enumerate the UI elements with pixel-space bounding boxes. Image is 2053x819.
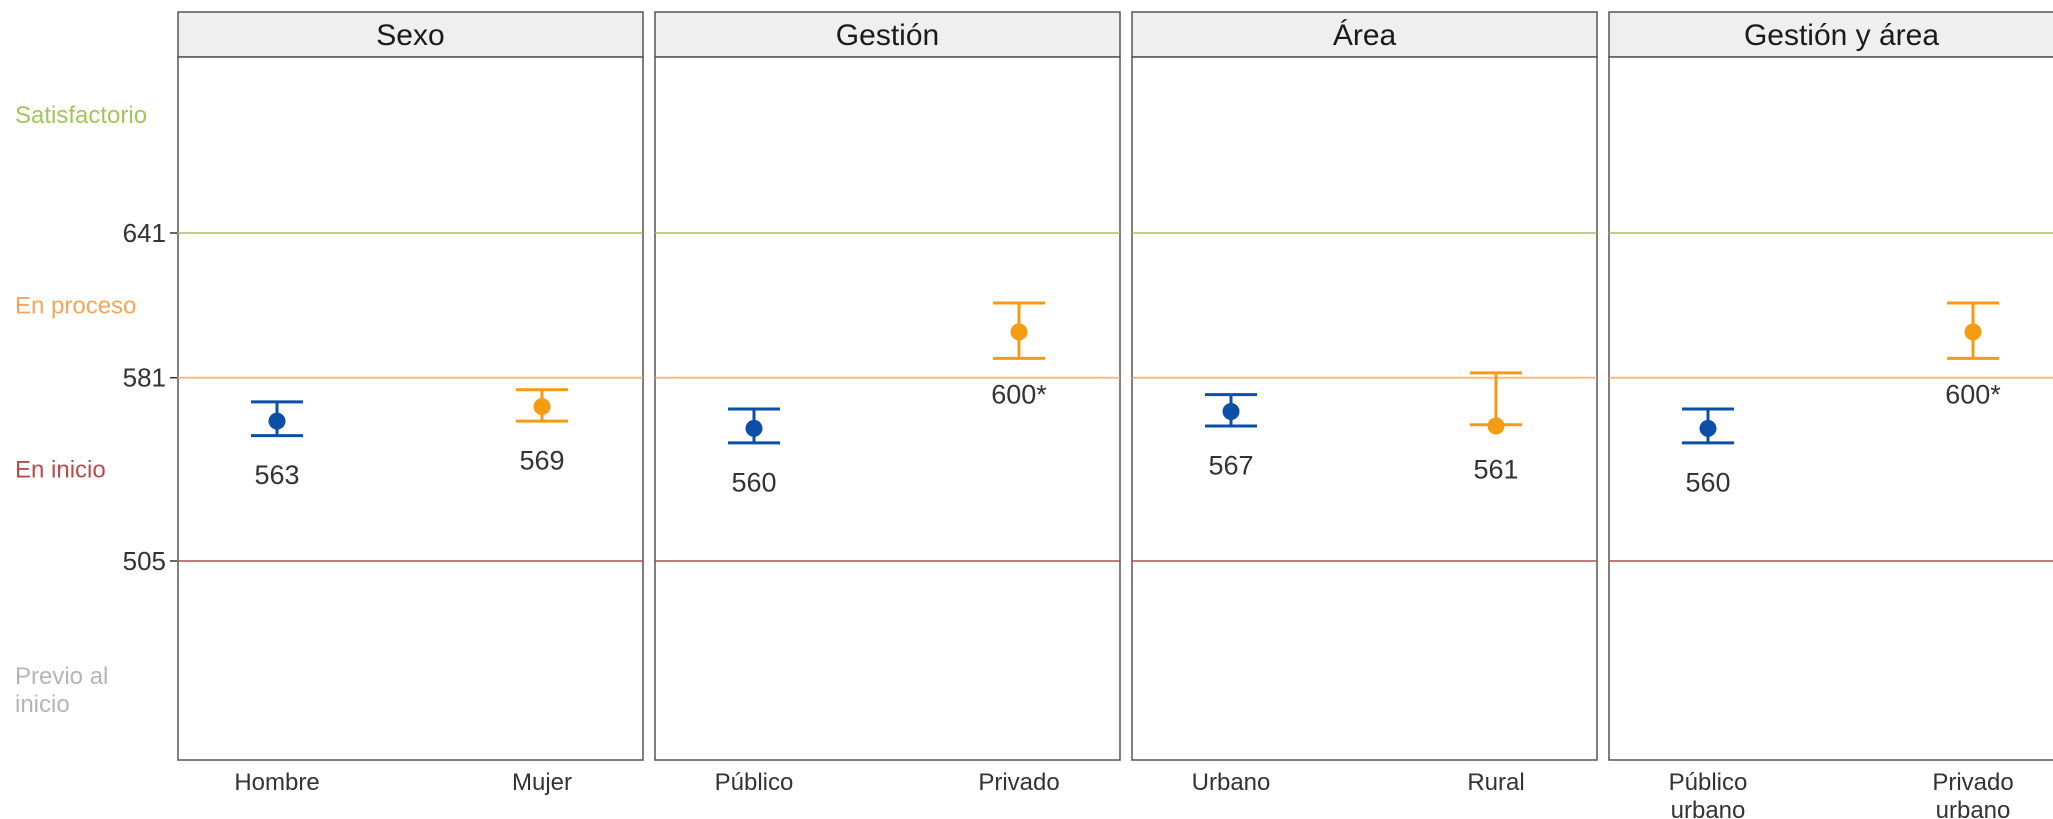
level-label-line: Satisfactorio (15, 102, 147, 129)
x-tick-label: Rural (1467, 769, 1524, 796)
x-tick-label-line: Público (1669, 769, 1748, 796)
x-tick-label-line: Rural (1467, 769, 1524, 796)
x-tick-label: Público (715, 769, 794, 796)
level-label-2: En inicio (15, 456, 106, 483)
panel-title: Gestión (836, 19, 939, 52)
level-label-1: En proceso (15, 292, 136, 319)
level-label-line: Previo al (15, 663, 108, 690)
level-label-line: inicio (15, 691, 70, 718)
y-axis-ticks: 641 581 505 (123, 218, 177, 576)
x-tick-label: Mujer (512, 769, 572, 796)
panel-0: Sexo 563 Hombre 569 Mujer (177, 11, 644, 796)
panel-frame (1131, 56, 1598, 761)
panel-title: Área (1333, 19, 1397, 52)
panel-2: Área 567 Urbano 561 Rural (1131, 11, 1598, 796)
performance-level-labels: Satisfactorio En proceso En inicio Previo a… (15, 102, 147, 718)
data-point (1010, 323, 1028, 341)
panel-title: Gestión y área (1744, 19, 1939, 52)
panel-strip (1131, 11, 1598, 58)
level-label-3: Previo al inicio (15, 663, 108, 718)
data-label: 569 (519, 446, 564, 476)
data-label: 567 (1208, 450, 1253, 480)
data-point (1222, 402, 1240, 420)
x-tick-label-line: Urbano (1192, 769, 1271, 796)
x-tick-label-line: Mujer (512, 769, 572, 796)
x-tick-label: Público urbano (1669, 769, 1748, 819)
level-label-line: En proceso (15, 292, 136, 319)
y-tick-label: 641 (123, 218, 166, 248)
panel-frame (177, 56, 644, 761)
x-tick-label-line: Privado (1932, 769, 2013, 796)
data-label: 560 (731, 467, 776, 497)
y-tick-label: 505 (123, 546, 166, 576)
level-label-0: Satisfactorio (15, 102, 147, 129)
data-point (1699, 419, 1717, 437)
x-tick-label: Urbano (1192, 769, 1271, 796)
panel-frame (654, 56, 1121, 761)
data-label: 600* (1945, 379, 2001, 409)
data-label: 560 (1685, 467, 1730, 497)
panel-1: Gestión 560 Público 600* Privado (654, 11, 1121, 796)
data-point (1964, 323, 1982, 341)
data-label: 563 (254, 460, 299, 490)
y-tick-label: 581 (123, 363, 166, 393)
x-tick-label-line: urbano (1671, 797, 1746, 819)
x-tick-label: Privado urbano (1932, 769, 2013, 819)
level-label-line: En inicio (15, 456, 106, 483)
data-label: 600* (991, 379, 1047, 409)
panel-title: Sexo (376, 19, 444, 52)
x-tick-label-line: urbano (1936, 797, 2011, 819)
x-tick-label-line: Público (715, 769, 794, 796)
x-tick-label: Privado (978, 769, 1059, 796)
data-point (268, 412, 286, 430)
x-tick-label-line: Privado (978, 769, 1059, 796)
x-tick-label: Hombre (234, 769, 319, 796)
data-point (745, 419, 763, 437)
panel-strip (177, 11, 644, 58)
data-label: 561 (1473, 455, 1518, 485)
x-tick-label-line: Hombre (234, 769, 319, 796)
data-point (533, 398, 551, 416)
facet-panels: Sexo 563 Hombre 569 Mujer Gestión 560 Público 60… (177, 11, 2053, 819)
data-point (1487, 417, 1505, 435)
panel-strip (654, 11, 1121, 58)
